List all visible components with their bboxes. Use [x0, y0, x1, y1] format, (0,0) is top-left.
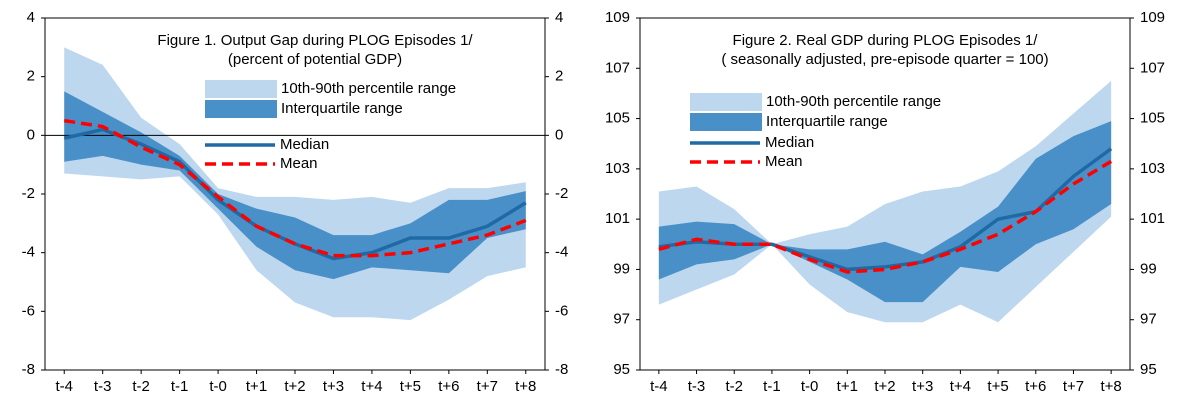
chart-title: Figure 1. Output Gap during PLOG Episode… [157, 32, 473, 49]
x-tick-label: t-2 [132, 378, 150, 395]
y2-tick-label: 109 [1140, 9, 1165, 26]
chart-subtitle: (percent of potential GDP) [228, 51, 402, 68]
y2-tick-label: 103 [1140, 160, 1165, 177]
x-tick-label: t+8 [515, 378, 536, 395]
x-tick-label: t+8 [1101, 378, 1122, 395]
y2-tick-label: -2 [555, 185, 568, 202]
x-tick-label: t+7 [1063, 378, 1084, 395]
x-tick-label: t+3 [912, 378, 933, 395]
legend-swatch [690, 113, 762, 131]
x-tick-label: t+5 [400, 378, 421, 395]
legend-label: Interquartile range [281, 100, 403, 117]
series-line [63, 118, 527, 258]
y-tick-label: -6 [22, 302, 35, 319]
y-tick-label: -2 [22, 185, 35, 202]
x-tick-label: t-4 [55, 378, 73, 395]
y-tick-label: 4 [27, 9, 35, 26]
x-tick-label: t+6 [1025, 378, 1046, 395]
x-tick-label: t-3 [94, 378, 112, 395]
y2-tick-label: 4 [555, 9, 563, 26]
y2-tick-label: -4 [555, 244, 568, 261]
legend-label: Median [765, 134, 814, 151]
x-tick-label: t+3 [323, 378, 344, 395]
y2-tick-label: 99 [1140, 260, 1157, 277]
chart-title: Figure 2. Real GDP during PLOG Episodes … [733, 32, 1039, 49]
x-tick-label: t-1 [171, 378, 189, 395]
legend-label: 10th-90th percentile range [281, 80, 456, 97]
y-tick-label: 95 [613, 361, 630, 378]
y2-tick-label: 97 [1140, 311, 1157, 328]
y2-tick-label: 0 [555, 126, 563, 143]
legend-swatch [205, 80, 277, 98]
y2-tick-label: -8 [555, 361, 568, 378]
x-tick-label: t+2 [284, 378, 305, 395]
x-tick-label: t-1 [763, 378, 781, 395]
y-tick-label: 101 [605, 210, 630, 227]
legend-label: Mean [280, 155, 318, 172]
y-tick-label: 2 [27, 68, 35, 85]
band-area [658, 121, 1112, 303]
x-tick-label: t-0 [209, 378, 227, 395]
series-line [658, 159, 1113, 274]
y-tick-label: 107 [605, 59, 630, 76]
x-tick-label: t-0 [801, 378, 819, 395]
legend-swatch [690, 93, 762, 111]
legend-label: Median [280, 136, 329, 153]
y2-tick-label: 95 [1140, 361, 1157, 378]
x-tick-label: t+4 [950, 378, 971, 395]
x-tick-label: t+5 [987, 378, 1008, 395]
y2-tick-label: -6 [555, 302, 568, 319]
y2-tick-label: 105 [1140, 110, 1165, 127]
y2-tick-label: 2 [555, 68, 563, 85]
legend-label: 10th-90th percentile range [766, 93, 941, 110]
x-tick-label: t+2 [874, 378, 895, 395]
x-tick-label: t-2 [725, 378, 743, 395]
y-tick-label: -8 [22, 361, 35, 378]
x-tick-label: t+1 [246, 378, 267, 395]
chart-subtitle: ( seasonally adjusted, pre-episode quart… [721, 51, 1048, 68]
x-tick-label: t+4 [361, 378, 382, 395]
x-tick-label: t+6 [438, 378, 459, 395]
y-tick-label: 99 [613, 260, 630, 277]
legend-label: Interquartile range [766, 113, 888, 130]
x-tick-label: t+1 [837, 378, 858, 395]
y-tick-label: 103 [605, 160, 630, 177]
y2-tick-label: 101 [1140, 210, 1165, 227]
y-tick-label: 109 [605, 9, 630, 26]
x-tick-label: t+7 [477, 378, 498, 395]
x-tick-label: t-3 [688, 378, 706, 395]
legend-label: Mean [765, 153, 803, 170]
band-area [64, 91, 526, 280]
y2-tick-label: 107 [1140, 59, 1165, 76]
y-tick-label: 105 [605, 110, 630, 127]
legend-swatch [205, 100, 277, 118]
y-tick-label: -4 [22, 244, 35, 261]
y-tick-label: 97 [613, 311, 630, 328]
x-tick-label: t-4 [650, 378, 668, 395]
y-tick-label: 0 [27, 126, 35, 143]
